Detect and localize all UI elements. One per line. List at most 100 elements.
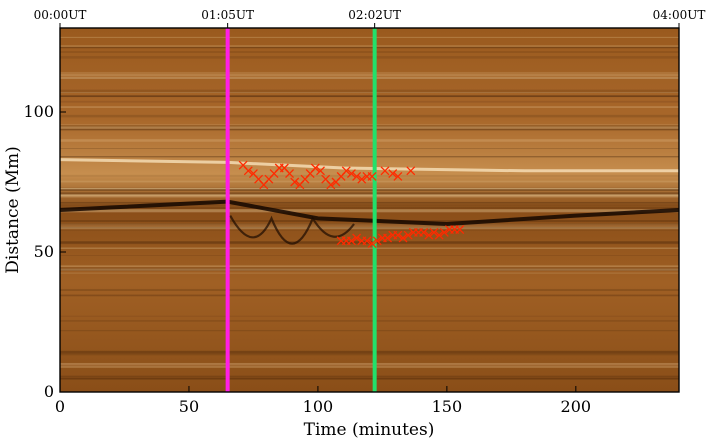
texture-streak <box>60 189 679 192</box>
texture-streak <box>60 268 679 271</box>
scatter-markers <box>238 160 465 249</box>
time-distance-image <box>59 28 680 392</box>
data-point <box>388 169 398 179</box>
texture-streak <box>60 187 679 191</box>
texture-streak <box>60 74 679 77</box>
data-point <box>352 233 362 243</box>
texture-streak <box>60 206 679 209</box>
data-point <box>326 180 336 190</box>
texture-streak <box>60 126 679 129</box>
texture-streak <box>60 56 679 59</box>
x-tick-label: 150 <box>432 397 463 416</box>
texture-streak <box>60 272 679 274</box>
texture-streak <box>60 226 679 230</box>
texture-streak <box>60 125 679 128</box>
data-point <box>243 166 253 176</box>
data-point <box>341 166 351 176</box>
data-point <box>393 171 403 181</box>
texture-streak <box>60 92 679 93</box>
texture-streak <box>60 267 679 269</box>
texture-streak <box>60 194 679 196</box>
texture-streak <box>60 375 679 377</box>
data-point <box>403 230 413 240</box>
texture-streak <box>60 227 679 229</box>
x-tick-label: 0 <box>55 397 65 416</box>
texture-streak <box>60 106 679 108</box>
data-point <box>310 163 320 173</box>
dark-band <box>59 199 680 227</box>
texture-streak <box>60 223 679 225</box>
y-axis-title: Distance (Mm) <box>3 146 23 273</box>
data-point <box>380 166 390 176</box>
data-point <box>398 233 408 243</box>
texture-streak <box>60 353 679 356</box>
event-lines <box>225 28 377 392</box>
texture-streak <box>60 315 679 317</box>
top-axis-ticks: 00:00UT 01:05UT 02:02UT 04:00UT <box>34 8 706 28</box>
data-point <box>406 166 416 176</box>
data-point <box>357 174 367 184</box>
data-point <box>455 225 465 235</box>
x-tick-label: 100 <box>303 397 334 416</box>
texture-streak <box>60 294 679 297</box>
data-point <box>372 236 382 246</box>
texture-streak <box>60 156 679 158</box>
texture-streak <box>60 267 679 269</box>
texture-streak <box>60 377 679 379</box>
data-point <box>285 169 295 179</box>
y-tick-label: 0 <box>44 382 54 401</box>
texture-streak <box>60 223 679 226</box>
data-point <box>429 227 439 237</box>
data-point <box>424 230 434 240</box>
image-background <box>60 28 679 392</box>
texture-streak <box>60 128 679 130</box>
texture-streak <box>60 77 679 79</box>
data-point <box>419 227 429 237</box>
texture-streak <box>60 229 679 231</box>
texture-streak <box>60 100 679 103</box>
texture-streak <box>60 268 679 271</box>
texture-streak <box>60 188 679 190</box>
texture-streak <box>60 204 679 206</box>
texture-streak <box>60 45 679 47</box>
data-point <box>367 239 377 249</box>
texture-streak <box>60 95 679 98</box>
texture-streak <box>60 139 679 142</box>
data-point <box>393 230 403 240</box>
texture-streak <box>60 94 679 97</box>
texture-streak <box>60 71 679 74</box>
texture-streak <box>60 73 679 76</box>
oscillation-trace <box>229 215 355 245</box>
texture-streak <box>60 265 679 267</box>
data-point <box>362 236 372 246</box>
texture-streak <box>60 90 679 93</box>
texture-streak <box>60 124 679 126</box>
top-tick-label: 02:02UT <box>348 8 401 22</box>
texture-streak <box>60 148 679 149</box>
data-point <box>434 230 444 240</box>
texture-streak <box>60 192 679 195</box>
texture-streak <box>60 51 679 53</box>
top-tick-label: 01:05UT <box>201 8 254 22</box>
texture-streak <box>60 187 679 190</box>
texture-streak <box>60 320 679 322</box>
data-point <box>346 169 356 179</box>
x-axis-ticks: 0 50 100 150 200 <box>55 386 591 416</box>
texture-streak <box>60 175 679 177</box>
texture-streak <box>60 255 679 256</box>
texture-streak <box>60 365 679 368</box>
texture-streak <box>60 241 679 243</box>
plot-frame <box>59 27 680 393</box>
x-tick-label: 50 <box>179 397 199 416</box>
top-tick-label: 00:00UT <box>34 8 87 22</box>
texture-streak <box>60 36 679 38</box>
texture-streak <box>60 76 679 79</box>
texture-streak <box>60 378 679 380</box>
top-tick-label: 04:00UT <box>653 8 706 22</box>
data-point <box>346 236 356 246</box>
texture-streak <box>60 114 679 118</box>
texture-streak <box>60 128 679 131</box>
y-tick-label: 100 <box>23 102 54 121</box>
texture-streak <box>60 46 679 49</box>
texture-streak <box>60 350 679 354</box>
